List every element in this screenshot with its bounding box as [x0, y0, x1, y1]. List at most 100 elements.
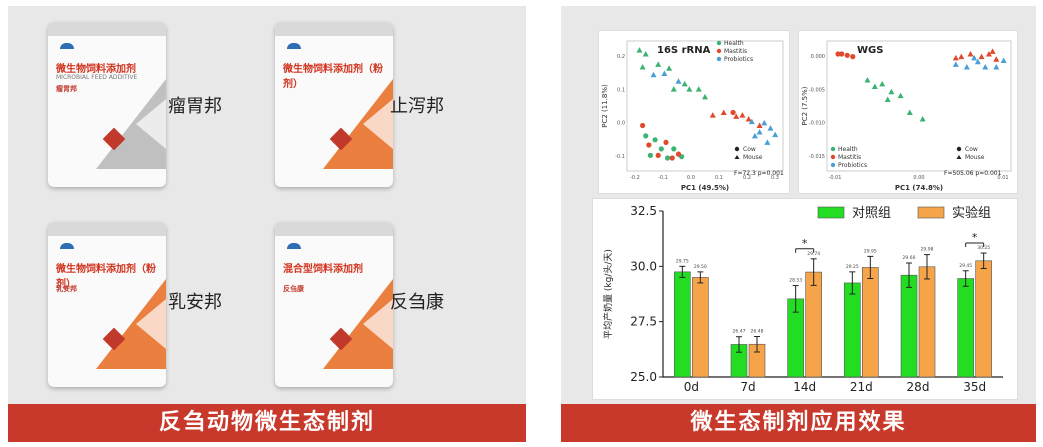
product-package: 微生物饲料添加剂 MICROBIAL FEED ADDITIVE 瘤胃邦 — [48, 22, 166, 187]
sample-point-mouse — [650, 71, 657, 78]
legend-swatch — [716, 56, 722, 62]
plot-frame — [626, 40, 784, 172]
sample-point-mouse — [681, 80, 688, 87]
legend-label: 实验组 — [952, 205, 991, 221]
sample-point-mouse — [879, 80, 886, 87]
package-decoration — [96, 79, 166, 169]
sample-point-mouse — [642, 51, 649, 57]
bar — [692, 277, 709, 378]
data-label: 26.48 — [751, 328, 764, 334]
bar — [975, 260, 992, 378]
bar — [862, 267, 879, 378]
bar — [674, 271, 691, 378]
data-label: 29.25 — [846, 264, 859, 270]
bar — [844, 282, 861, 378]
sample-point-cow — [652, 137, 658, 143]
legend-swatch — [917, 206, 945, 219]
x-tick-label: 0.1 — [715, 175, 723, 181]
sample-point-mouse — [906, 109, 913, 115]
product-package: 微生物饲料添加剂（粉剂） 乳安邦 — [48, 222, 166, 387]
x-tick-label: -0.01 — [829, 175, 842, 181]
significance-marker: * — [802, 237, 808, 250]
y-tick-label: 0.2 — [617, 54, 625, 60]
y-tick-label: 27.5 — [630, 315, 657, 329]
package-product-name: 乳安邦 — [56, 285, 77, 293]
package-title: 混合型饲料添加剂 — [283, 264, 363, 275]
pca-16s-plot: 16S rRNA PC1 (49.5%) PC2 (11.8%) 0.2 0.1 0.0 -… — [598, 30, 790, 194]
y-axis-label: PC2 (11.8%) — [601, 84, 609, 128]
data-label: 29.45 — [959, 263, 972, 269]
data-label: 28.53 — [789, 278, 802, 284]
y-tick-label: 25.0 — [630, 370, 657, 384]
x-tick-label: 35d — [963, 380, 986, 394]
sample-point-mouse — [639, 64, 646, 70]
sample-point-mouse — [675, 78, 682, 84]
sample-point-mouse — [884, 96, 891, 102]
sample-point-cow — [844, 52, 850, 58]
sample-point-mouse — [695, 86, 702, 92]
legend-label: Health — [724, 40, 744, 47]
sample-point-mouse — [709, 112, 716, 118]
sample-point-mouse — [636, 47, 643, 53]
pca-wgs-svg: WGS PC1 (74.8%) PC2 (7.5%) 0.000 -0.005 -0.01… — [801, 40, 1012, 192]
plot-frame — [826, 40, 1012, 172]
sample-point-cow — [835, 51, 841, 57]
data-label: 29.98 — [921, 247, 934, 253]
x-tick-label: -0.2 — [630, 175, 640, 181]
legend-shape-cow — [956, 146, 962, 152]
y-tick-label: -0.1 — [615, 154, 625, 160]
sample-point-mouse — [971, 54, 978, 61]
y-tick-label: 32.5 — [630, 204, 657, 218]
sample-point-cow — [730, 109, 736, 116]
bar — [957, 278, 974, 378]
significance-marker: * — [972, 231, 978, 244]
package-seal — [275, 222, 393, 236]
package-title: 微生物饲料添加剂（粉剂） — [56, 264, 156, 290]
left-banner: 反刍动物微生态制剂 — [8, 404, 526, 442]
bar — [805, 271, 822, 378]
sample-point-mouse — [985, 51, 992, 57]
bar — [918, 266, 936, 378]
right-banner: 微生态制剂应用效果 — [561, 404, 1036, 442]
bar — [900, 274, 918, 378]
sample-point-mouse — [1000, 57, 1007, 63]
package-seal — [48, 22, 166, 36]
y-tick-label: 0.0 — [617, 121, 625, 127]
sample-point-mouse — [982, 64, 989, 70]
y-axis-label: 平均产奶量 (kg/头/天) — [602, 249, 614, 339]
x-tick-label: 0.0 — [687, 175, 695, 181]
product-label: 止泻邦 — [390, 96, 444, 117]
sample-point-cow — [664, 155, 671, 161]
sample-point-cow — [647, 152, 653, 158]
sample-point-mouse — [666, 65, 673, 71]
package-subtitle: MICROBIAL FEED ADDITIVE — [56, 74, 138, 81]
sample-point-mouse — [655, 61, 662, 67]
stat-annotation: F=72.3 p=0.001 — [734, 170, 784, 177]
data-label: 26.47 — [733, 329, 746, 335]
legend-label: Probiotics — [724, 56, 753, 63]
sample-point-mouse — [756, 122, 763, 128]
sample-point-cow — [675, 151, 682, 157]
data-label: 29.74 — [807, 251, 820, 257]
y-axis-label: PC2 (7.5%) — [801, 86, 809, 125]
sample-point-mouse — [772, 131, 779, 138]
product-label: 乳安邦 — [168, 292, 222, 313]
x-tick-label: 7d — [740, 380, 755, 394]
package-title: 微生物饲料添加剂（粉剂） — [283, 64, 383, 90]
legend-swatch — [830, 146, 836, 152]
package-title: 微生物饲料添加剂 — [56, 64, 136, 75]
sample-point-mouse — [702, 93, 708, 100]
sample-point-mouse — [670, 86, 677, 92]
x-tick-label: 21d — [850, 380, 873, 394]
sample-point-cow — [640, 122, 646, 129]
sample-point-mouse — [897, 92, 904, 99]
x-tick-label: -0.1 — [658, 175, 668, 181]
sample-point-cow — [669, 155, 675, 161]
brand-logo — [60, 242, 77, 249]
sample-point-mouse — [963, 64, 970, 70]
legend-shape-mouse — [734, 155, 740, 159]
sample-point-mouse — [756, 129, 763, 135]
sample-point-mouse — [974, 58, 981, 65]
legend-label: Probiotics — [838, 162, 867, 169]
product-package: 混合型饲料添加剂 反刍康 — [275, 222, 393, 387]
